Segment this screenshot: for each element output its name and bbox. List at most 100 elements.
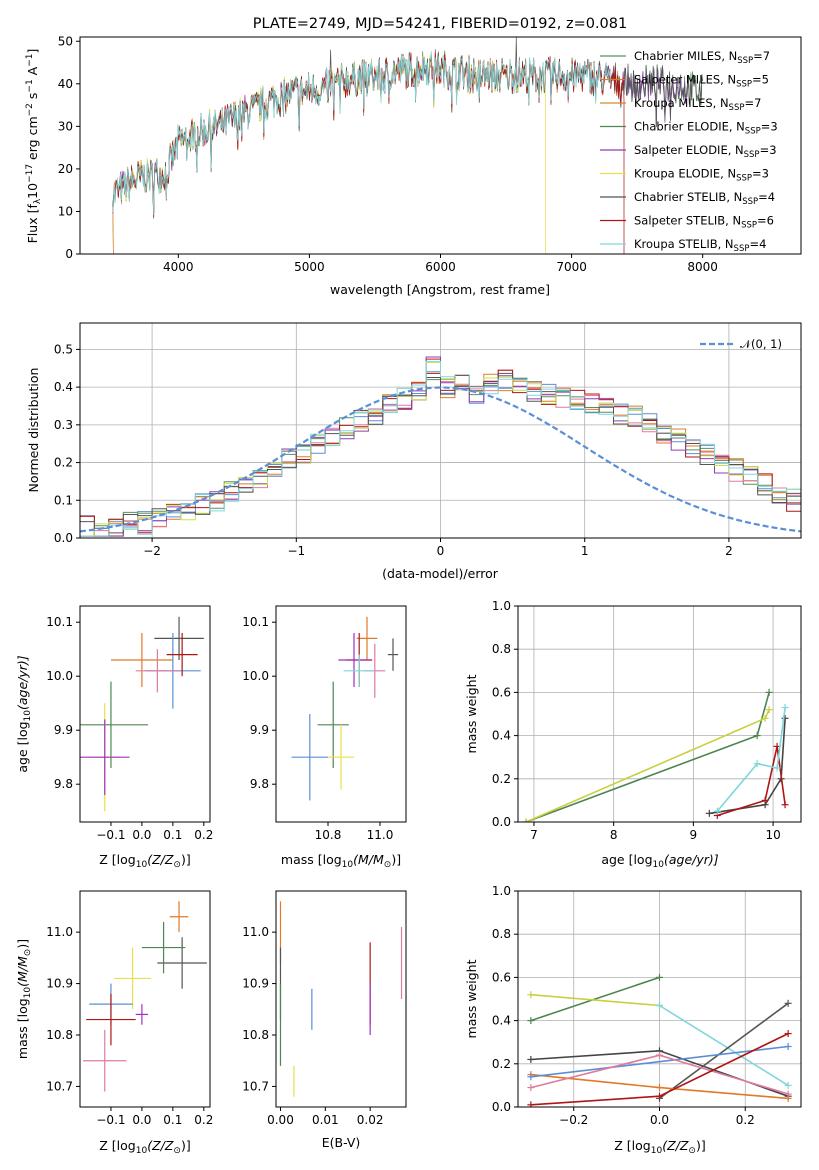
legend-entry: Salpeter MILES, NSSP=5 (634, 73, 769, 90)
weight-marker (784, 999, 792, 1007)
z-weight-ylabel: mass weight (464, 959, 479, 1038)
legend-entry: Chabrier MILES, NSSP=7 (634, 49, 770, 66)
weight-marker (753, 760, 761, 768)
legend-entry: Kroupa STELIB, NSSP=4 (634, 237, 766, 254)
y-tick-label: 10.7 (46, 1079, 73, 1093)
x-tick-label: 0.00 (267, 1113, 294, 1127)
x-tick-label: 0.01 (312, 1113, 339, 1127)
x-tick-label: 0.0 (650, 1113, 669, 1127)
weight-marker (527, 1073, 535, 1081)
x-tick-label: 0 (437, 544, 445, 558)
weight-marker (781, 801, 789, 809)
x-tick-label: 11.0 (367, 828, 394, 842)
weight-series-line (530, 976, 660, 1022)
data-point (356, 616, 378, 660)
residual-histogram (80, 360, 801, 537)
x-tick-label: 1 (581, 544, 589, 558)
weight-marker (656, 1051, 663, 1059)
weight-marker (765, 688, 773, 696)
x-tick-label: 0.0 (132, 1113, 151, 1127)
y-tick-label: 10.9 (242, 977, 269, 991)
y-tick-label: 0.2 (54, 456, 73, 470)
data-point (387, 638, 399, 671)
ebv-mass-xlabel: E(B-V) (322, 1135, 361, 1150)
data-point (154, 616, 204, 660)
spectrum-legend: Chabrier MILES, NSSP=7 Salpeter MILES, NS… (600, 49, 778, 254)
age-weight-xlabel: age [log10(age/yr)] (601, 852, 718, 870)
data-point (157, 937, 207, 989)
weight-marker (781, 714, 789, 722)
y-tick-label: 0.3 (54, 418, 73, 432)
x-tick-label: 8000 (687, 260, 718, 274)
x-tick-label: −0.2 (559, 1113, 588, 1127)
weight-marker (656, 1084, 663, 1092)
spectrum-xlabel: wavelength [Angstrom, rest frame] (330, 282, 550, 297)
z-mass-panel: −0.1 0.0 0.1 0.2 10.7 10.8 10.9 11.0 Z [log10(Z… (15, 890, 213, 1156)
data-point (86, 993, 136, 1046)
y-tick-label: 0.2 (492, 1057, 511, 1071)
x-tick-label: 0.2 (736, 1113, 755, 1127)
y-tick-label: 30 (58, 119, 73, 133)
weight-series-line (717, 746, 786, 817)
weight-marker (656, 1092, 663, 1100)
data-point (110, 633, 173, 687)
y-tick-label: 0.5 (54, 342, 73, 356)
z-mass-xlabel: Z [log10(Z/Z⊙)] (99, 1138, 190, 1156)
y-tick-label: 10.0 (242, 669, 269, 683)
y-tick-label: 11.0 (242, 925, 269, 939)
weight-marker (527, 991, 535, 999)
weight-series-line (530, 1045, 789, 1078)
y-tick-label: 10.7 (242, 1079, 269, 1093)
y-tick-label: 0.1 (54, 493, 73, 507)
residual-legend: 𝒩(0, 1) (700, 337, 782, 351)
x-tick-label: −0.1 (96, 1113, 125, 1127)
normal-curve (80, 386, 801, 533)
ebv-mass-panel: 0.00 0.01 0.02 10.7 10.8 10.9 11.0 E(B-V) (242, 890, 407, 1150)
y-tick-label: 10.9 (46, 977, 73, 991)
weight-marker (784, 1030, 792, 1038)
y-tick-label: 0.0 (492, 1100, 511, 1114)
legend-entry: Chabrier ELODIE, NSSP=3 (634, 120, 778, 137)
y-tick-label: 0.0 (492, 815, 511, 829)
weight-marker (761, 796, 769, 804)
x-tick-label: 7 (530, 828, 538, 842)
mass-age-xlabel: mass [log10(M/M⊙)] (281, 852, 401, 870)
x-tick-label: 10.8 (315, 828, 342, 842)
x-tick-label: 5000 (294, 260, 325, 274)
x-tick-label: 0.0 (132, 828, 151, 842)
x-tick-label: −2 (143, 544, 161, 558)
weight-marker (705, 809, 713, 817)
data-point (114, 947, 152, 1010)
z-age-ylabel: age [log10(age/yr)] (15, 655, 33, 772)
y-tick-label: 0.8 (492, 642, 511, 656)
normal-legend-label: 𝒩(0, 1) (740, 337, 782, 351)
x-tick-label: 0.02 (357, 1113, 384, 1127)
z-weight-xlabel: Z [log10(Z/Z⊙)] (614, 1138, 705, 1156)
x-tick-label: 4000 (163, 260, 194, 274)
age-weight-ylabel: mass weight (464, 674, 479, 753)
y-tick-label: 40 (58, 77, 73, 91)
residual-ylabel: Normed distribution (26, 368, 41, 493)
x-tick-label: 10 (765, 828, 780, 842)
data-point (83, 1029, 127, 1092)
data-point (328, 724, 354, 790)
weight-series-line (659, 1002, 789, 1100)
y-tick-label: 1.0 (492, 884, 511, 898)
y-tick-label: 10.0 (46, 669, 73, 683)
y-tick-label: 0.4 (492, 729, 511, 743)
z-age-xlabel: Z [log10(Z/Z⊙)] (99, 852, 190, 870)
y-tick-label: 0.6 (492, 685, 511, 699)
data-point (141, 921, 186, 974)
weight-series-line (716, 707, 786, 812)
x-tick-label: 9 (690, 828, 698, 842)
y-tick-label: 11.0 (46, 925, 73, 939)
weight-marker (781, 704, 789, 712)
spectrum-ylabel: Flux [fλ10−17 erg cm−2 s−1 A−1] (25, 49, 43, 244)
z-mass-ylabel: mass [log10(M/M⊙)] (15, 939, 33, 1059)
x-tick-label: 8 (610, 828, 618, 842)
weight-marker (784, 1043, 792, 1051)
data-point (169, 901, 189, 933)
y-tick-label: 0.4 (54, 380, 73, 394)
legend-entry: Chabrier STELIB, NSSP=4 (634, 190, 775, 207)
weight-marker (522, 818, 530, 822)
